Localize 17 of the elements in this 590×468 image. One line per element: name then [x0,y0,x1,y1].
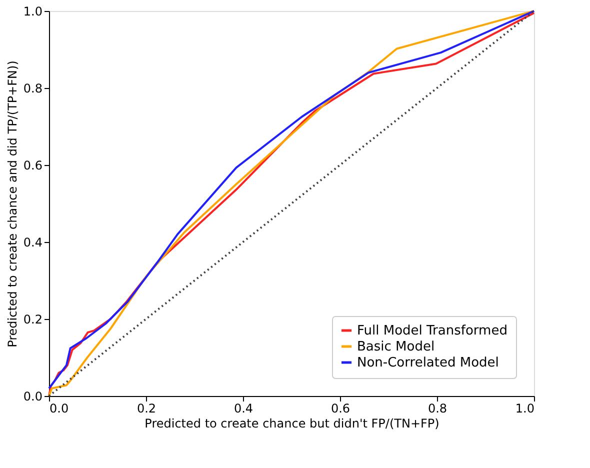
x-tick-label: 0.8 [428,402,448,416]
y-tick-label: 1.0 [23,4,42,18]
y-tick-label: 0.0 [23,390,42,404]
y-tick-label: 0.4 [23,236,42,250]
y-tick-label: 0.2 [23,312,42,326]
legend-label: Basic Model [357,340,435,354]
x-axis-title: Predicted to create chance but didn't FP/(TN+FP) [144,416,440,430]
x-tick-label: 1.0 [515,402,534,416]
x-tick-label: 0.6 [330,402,350,416]
x-tick-label: 0.0 [50,402,69,416]
x-tick-label: 0.4 [234,402,254,416]
y-tick-label: 0.8 [23,82,42,96]
x-tick-label: 0.2 [136,402,156,416]
legend-label: Full Model Transformed [357,324,508,338]
legend-label: Non-Correlated Model [357,356,499,370]
y-axis-title: Predicted to create chance and did TP/(TP+FN)) [5,60,20,348]
y-tick-label: 0.6 [23,158,42,172]
